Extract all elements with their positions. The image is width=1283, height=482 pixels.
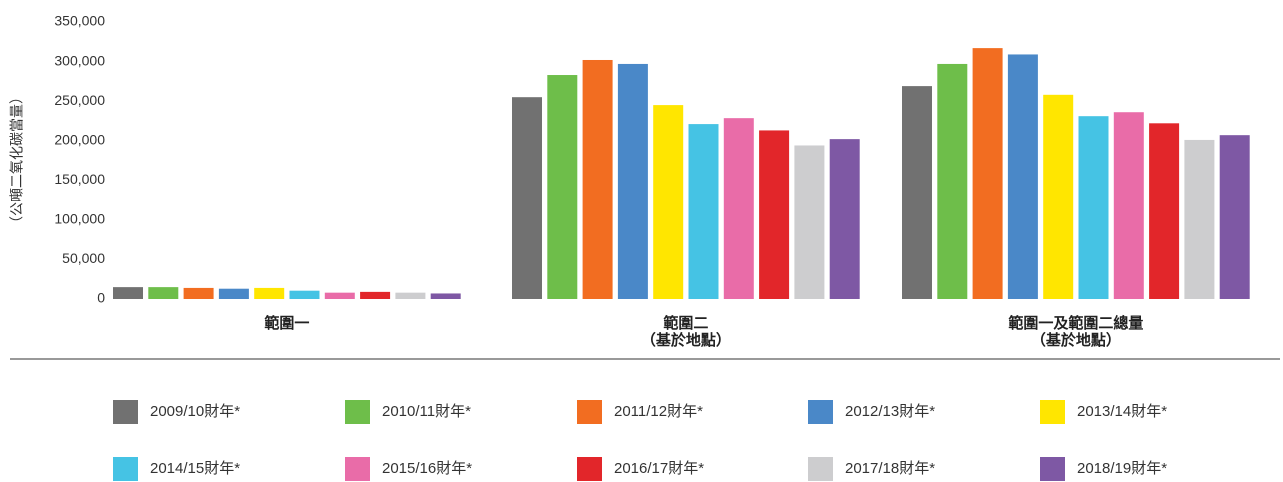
y-tick-label: 50,000 — [62, 250, 105, 266]
bar — [218, 288, 249, 299]
bar — [653, 105, 684, 299]
x-tick-label-line: （基於地點） — [641, 331, 731, 349]
bar — [360, 291, 391, 299]
legend-swatch — [345, 400, 370, 424]
legend-swatch — [113, 457, 138, 481]
y-tick-label: 250,000 — [54, 92, 105, 108]
bar — [1149, 123, 1180, 299]
bar — [759, 130, 790, 299]
legend-swatch — [577, 400, 602, 424]
bar — [547, 75, 578, 299]
bar — [972, 48, 1003, 299]
bar — [582, 59, 613, 299]
legend-label: 2017/18財年* — [845, 460, 935, 477]
bar — [1078, 116, 1109, 300]
y-tick-label: 150,000 — [54, 171, 105, 187]
bar — [430, 293, 461, 299]
bar — [1007, 54, 1038, 299]
bar — [113, 287, 143, 299]
legend-swatch — [577, 457, 602, 481]
bar — [254, 287, 285, 299]
bar — [148, 287, 179, 299]
bar — [617, 63, 648, 300]
bar — [829, 139, 860, 299]
y-tick-label: 350,000 — [54, 13, 105, 29]
legend-label: 2015/16財年* — [382, 460, 472, 477]
bar — [937, 63, 968, 300]
bar — [1113, 112, 1144, 299]
x-tick-label: 範圍一 — [264, 314, 309, 332]
y-tick-label: 0 — [97, 290, 105, 306]
x-tick-label: 範圍二（基於地點） — [641, 314, 731, 349]
bar — [723, 118, 754, 299]
bar — [688, 124, 719, 299]
bar — [289, 290, 320, 299]
bar — [395, 292, 426, 299]
bar — [1184, 139, 1215, 299]
legend-swatch — [113, 400, 138, 424]
bar — [1043, 94, 1074, 299]
legend-swatch — [1040, 400, 1065, 424]
x-tick-label: 範圍一及範圍二總量（基於地點） — [1008, 314, 1143, 349]
bar — [902, 86, 932, 299]
legend-label: 2010/11財年* — [382, 403, 471, 420]
legend-label: 2011/12財年* — [614, 403, 703, 420]
legend-swatch — [345, 457, 370, 481]
legend-label: 2012/13財年* — [845, 403, 935, 420]
legend-swatch — [1040, 457, 1065, 481]
legend-label: 2016/17財年* — [614, 460, 704, 477]
legend-label: 2014/15財年* — [150, 460, 240, 477]
y-axis-label: （公噸二氧化碳當量） — [9, 90, 25, 230]
y-tick-label: 200,000 — [54, 131, 105, 147]
legend-label: 2009/10財年* — [150, 403, 240, 420]
legend-swatch — [808, 457, 833, 481]
y-tick-label: 300,000 — [54, 52, 105, 68]
x-tick-label-line: （基於地點） — [1031, 331, 1121, 349]
x-tick-label-line: 範圍一及範圍二總量 — [1008, 314, 1143, 332]
legend-label: 2018/19財年* — [1077, 460, 1167, 477]
x-tick-label-line: 範圍二 — [663, 314, 708, 332]
bar — [794, 145, 825, 299]
bar — [183, 287, 214, 299]
legend-label: 2013/14財年* — [1077, 403, 1167, 420]
bar — [1219, 135, 1250, 299]
bar — [512, 97, 542, 299]
bar — [324, 292, 355, 299]
x-tick-label-line: 範圍一 — [264, 314, 309, 332]
legend-swatch — [808, 400, 833, 424]
y-tick-label: 100,000 — [54, 211, 105, 227]
